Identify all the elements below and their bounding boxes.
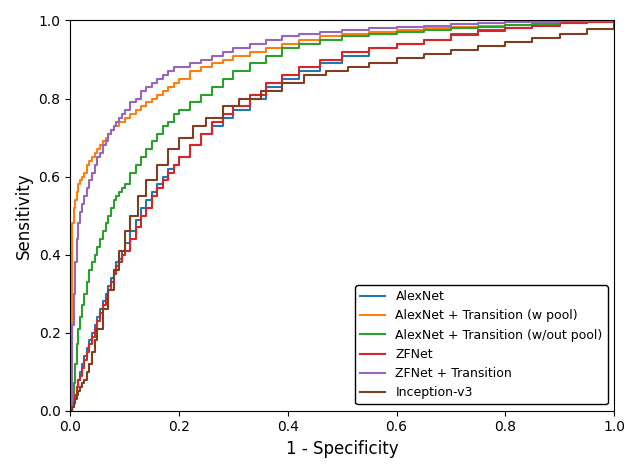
AlexNet [86,338,93,343]
Line: ZFNet + Transition: ZFNet + Transition [70,20,614,411]
ZFNet [76,373,84,378]
Inception-v3 [121,228,129,234]
Inception-v3 [93,326,101,332]
AlexNet + Transition (w/out pool) [610,18,618,23]
Inception-v3 [134,193,142,199]
ZFNet [610,18,618,23]
ZFNet + Transition [610,18,618,23]
AlexNet [76,369,84,375]
Inception-v3 [67,408,74,413]
Inception-v3 [154,162,161,168]
AlexNet [610,18,618,23]
Inception-v3 [99,307,107,312]
Inception-v3 [202,115,210,121]
ZFNet [583,19,591,25]
ZFNet [67,408,74,413]
AlexNet + Transition (w pool) [583,18,591,24]
AlexNet + Transition (w/out pool) [76,314,84,320]
Inception-v3 [175,135,183,140]
Inception-v3 [104,287,112,293]
Inception-v3 [83,369,90,375]
Line: AlexNet + Transition (w/out pool): AlexNet + Transition (w/out pool) [70,20,614,411]
Inception-v3 [110,267,118,273]
Inception-v3 [300,72,308,78]
Inception-v3 [115,248,123,254]
AlexNet + Transition (w/out pool) [67,408,74,413]
ZFNet + Transition [583,18,591,24]
ZFNet + Transition [113,119,120,125]
AlexNet + Transition (w pool) [113,123,120,129]
AlexNet + Transition (w pool) [447,24,455,30]
Line: AlexNet + Transition (w pool): AlexNet + Transition (w pool) [70,20,614,411]
ZFNet + Transition [67,408,74,413]
ZFNet + Transition [76,209,84,215]
Inception-v3 [71,396,79,402]
AlexNet + Transition (w/out pool) [583,18,591,24]
AlexNet + Transition (w pool) [610,18,618,23]
Inception-v3 [610,18,618,23]
Inception-v3 [556,31,563,37]
AlexNet + Transition (w pool) [86,158,93,164]
AlexNet [113,260,120,265]
Inception-v3 [235,96,243,101]
AlexNet [67,408,74,413]
AlexNet + Transition (w/out pool) [86,267,93,273]
Inception-v3 [344,64,351,70]
Inception-v3 [86,361,93,367]
Line: ZFNet: ZFNet [70,20,614,411]
ZFNet + Transition [86,178,93,184]
Line: Inception-v3: Inception-v3 [70,20,614,411]
Inception-v3 [75,388,83,394]
Inception-v3 [322,69,330,74]
AlexNet [93,314,101,320]
Inception-v3 [278,80,286,86]
ZFNet [86,342,93,347]
AlexNet [583,19,591,25]
Inception-v3 [219,104,227,109]
Inception-v3 [583,26,591,32]
Inception-v3 [365,61,373,66]
Inception-v3 [78,381,86,386]
ZFNet [113,263,120,269]
Inception-v3 [68,404,76,410]
AlexNet + Transition (w pool) [93,147,101,152]
AlexNet [447,31,455,37]
Inception-v3 [420,51,428,56]
Inception-v3 [70,400,77,406]
AlexNet + Transition (w/out pool) [113,193,120,199]
Inception-v3 [501,39,509,45]
Inception-v3 [447,47,455,53]
Inception-v3 [91,338,99,343]
ZFNet + Transition [447,22,455,27]
Inception-v3 [80,377,88,382]
Y-axis label: Sensitivity: Sensitivity [15,172,33,259]
Inception-v3 [126,213,134,219]
Line: AlexNet: AlexNet [70,20,614,411]
AlexNet + Transition (w/out pool) [93,244,101,250]
Inception-v3 [164,147,172,152]
AlexNet + Transition (w pool) [76,178,84,184]
Inception-v3 [393,55,401,61]
ZFNet [93,318,101,324]
Inception-v3 [189,123,196,129]
Inception-v3 [529,35,536,41]
Inception-v3 [88,350,96,355]
AlexNet + Transition (w/out pool) [447,26,455,31]
AlexNet + Transition (w pool) [67,408,74,413]
Inception-v3 [257,88,264,94]
Legend: AlexNet, AlexNet + Transition (w pool), AlexNet + Transition (w/out pool), ZFNet: AlexNet, AlexNet + Transition (w pool), … [355,285,608,404]
ZFNet [447,32,455,38]
Inception-v3 [143,178,150,184]
Inception-v3 [76,385,84,390]
X-axis label: 1 - Specificity: 1 - Specificity [286,440,399,458]
Inception-v3 [474,43,482,49]
Inception-v3 [73,392,81,398]
ZFNet + Transition [93,154,101,160]
